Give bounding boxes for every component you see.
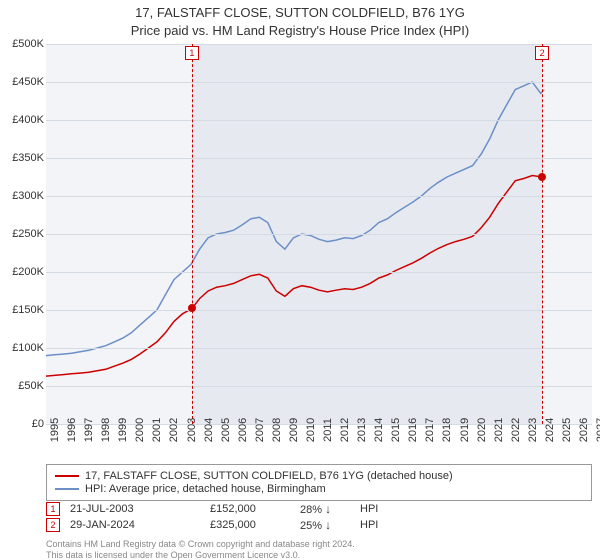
chart-plot-area: 12 (46, 44, 592, 424)
x-tick-label: 2007 (254, 418, 266, 442)
series-line (46, 176, 542, 377)
x-tick-label: 2016 (407, 418, 419, 442)
x-tick-label: 2006 (237, 418, 249, 442)
series-line (46, 82, 544, 356)
x-tick-label: 2019 (459, 418, 471, 442)
y-tick-label: £150K (4, 304, 44, 316)
x-tick-label: 1999 (117, 418, 129, 442)
title-line-1: 17, FALSTAFF CLOSE, SUTTON COLDFIELD, B7… (0, 4, 600, 22)
x-tick-label: 2005 (220, 418, 232, 442)
x-tick-label: 2002 (168, 418, 180, 442)
sale-row-0: 1 21-JUL-2003 £152,000 28% ↓ HPI (46, 502, 592, 516)
legend-label-0: 17, FALSTAFF CLOSE, SUTTON COLDFIELD, B7… (85, 470, 453, 482)
chart-title-block: 17, FALSTAFF CLOSE, SUTTON COLDFIELD, B7… (0, 0, 600, 40)
x-tick-label: 2015 (390, 418, 402, 442)
y-tick-label: £200K (4, 266, 44, 278)
marker-box-2: 2 (535, 46, 549, 60)
y-tick-label: £250K (4, 228, 44, 240)
x-tick-label: 2022 (510, 418, 522, 442)
x-tick-label: 2012 (339, 418, 351, 442)
sale-pct-1: 25% ↓ (300, 518, 350, 532)
y-tick-label: £50K (4, 380, 44, 392)
sale-row-1: 2 29-JAN-2024 £325,000 25% ↓ HPI (46, 518, 592, 532)
legend-row-0: 17, FALSTAFF CLOSE, SUTTON COLDFIELD, B7… (55, 470, 583, 482)
x-tick-label: 1997 (83, 418, 95, 442)
legend-swatch-1 (55, 488, 79, 490)
x-tick-label: 2001 (151, 418, 163, 442)
y-tick-label: £400K (4, 114, 44, 126)
x-tick-label: 1995 (49, 418, 61, 442)
x-tick-label: 2000 (134, 418, 146, 442)
sale-date-1: 29-JAN-2024 (70, 519, 200, 531)
x-tick-label: 2018 (441, 418, 453, 442)
x-tick-label: 2017 (424, 418, 436, 442)
x-tick-label: 1998 (100, 418, 112, 442)
sale-marker-1: 2 (46, 518, 60, 532)
x-tick-label: 2014 (373, 418, 385, 442)
x-tick-label: 2003 (186, 418, 198, 442)
x-tick-label: 2004 (203, 418, 215, 442)
y-tick-label: £100K (4, 342, 44, 354)
footer-line-1: Contains HM Land Registry data © Crown c… (46, 539, 355, 550)
y-tick-label: £450K (4, 76, 44, 88)
y-tick-label: £350K (4, 152, 44, 164)
x-tick-label: 2009 (288, 418, 300, 442)
x-tick-label: 1996 (66, 418, 78, 442)
y-tick-label: £500K (4, 38, 44, 50)
footer-line-2: This data is licensed under the Open Gov… (46, 550, 355, 560)
footer-text: Contains HM Land Registry data © Crown c… (46, 539, 355, 560)
x-tick-label: 2027 (595, 418, 600, 442)
legend-label-1: HPI: Average price, detached house, Birm… (85, 483, 326, 495)
sale-pct-0: 28% ↓ (300, 502, 350, 516)
y-tick-label: £300K (4, 190, 44, 202)
sale-price-1: £325,000 (210, 519, 290, 531)
sale-price-0: £152,000 (210, 503, 290, 515)
x-tick-label: 2025 (561, 418, 573, 442)
sale-hpi-1: HPI (360, 519, 400, 531)
sale-hpi-0: HPI (360, 503, 400, 515)
x-tick-label: 2026 (578, 418, 590, 442)
sale-marker-0: 1 (46, 502, 60, 516)
sale-date-0: 21-JUL-2003 (70, 503, 200, 515)
legend-swatch-0 (55, 475, 79, 477)
x-tick-label: 2013 (356, 418, 368, 442)
x-tick-label: 2008 (271, 418, 283, 442)
marker-dot-1 (188, 304, 196, 312)
x-tick-label: 2023 (527, 418, 539, 442)
legend-box: 17, FALSTAFF CLOSE, SUTTON COLDFIELD, B7… (46, 464, 592, 501)
arrow-down-icon: ↓ (325, 502, 331, 516)
x-tick-label: 2011 (322, 418, 334, 442)
legend-row-1: HPI: Average price, detached house, Birm… (55, 483, 583, 495)
y-tick-label: £0 (4, 418, 44, 430)
marker-dot-2 (538, 173, 546, 181)
x-tick-label: 2010 (305, 418, 317, 442)
x-tick-label: 2024 (544, 418, 556, 442)
x-tick-label: 2020 (476, 418, 488, 442)
x-tick-label: 2021 (493, 418, 505, 442)
title-line-2: Price paid vs. HM Land Registry's House … (0, 22, 600, 40)
arrow-down-icon: ↓ (325, 518, 331, 532)
marker-box-1: 1 (185, 46, 199, 60)
sales-table: 1 21-JUL-2003 £152,000 28% ↓ HPI 2 29-JA… (46, 502, 592, 534)
